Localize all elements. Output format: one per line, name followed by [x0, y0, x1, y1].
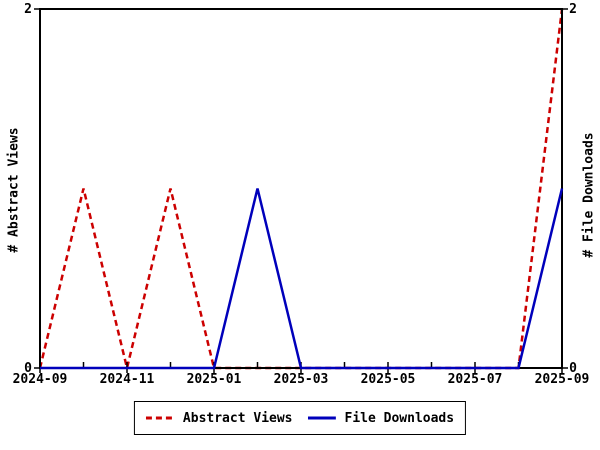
y-tick-label-left-top: 2 [24, 2, 32, 17]
y-axis-title-left: # Abstract Views [6, 127, 22, 253]
plot-border [39, 8, 563, 369]
x-tick-label: 2025-07 [447, 372, 503, 387]
y-tick-label-left-bottom: 0 [24, 361, 32, 376]
x-tick-label: 2025-09 [534, 372, 590, 387]
legend-line-abstract-views [145, 414, 174, 422]
x-tick-label: 2025-03 [273, 372, 329, 387]
x-tick-label: 2024-11 [99, 372, 155, 387]
legend: Abstract Views File Downloads [133, 401, 467, 435]
y-tick-label-right-top: 2 [569, 2, 577, 17]
x-tick-label: 2025-01 [186, 372, 242, 387]
x-tick-label: 2025-05 [360, 372, 416, 387]
series-line-abstract-views [38, 8, 564, 370]
series-line-file-downloads [40, 188, 564, 370]
legend-label-file-downloads: File Downloads [344, 410, 455, 426]
x-tick-label: 2024-09 [12, 372, 68, 387]
y-axis-title-right: # File Downloads [581, 132, 597, 258]
legend-label-abstract-views: Abstract Views [182, 410, 293, 426]
legend-line-file-downloads [307, 414, 336, 422]
y-tick-label-right-bottom: 0 [569, 361, 577, 376]
